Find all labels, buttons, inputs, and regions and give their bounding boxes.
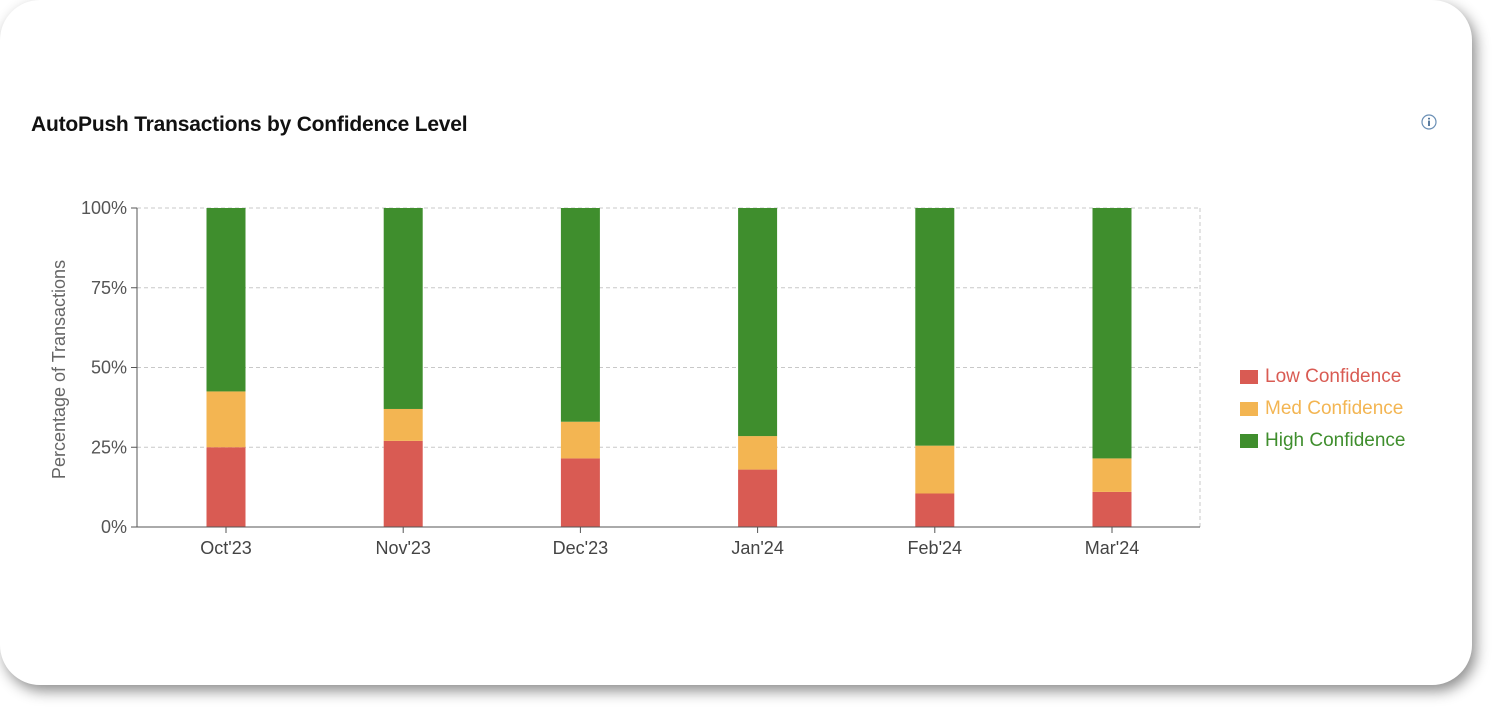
- bar-segment: [738, 436, 778, 470]
- bar-segment: [1092, 208, 1132, 459]
- bar-segment: [915, 208, 955, 446]
- bar-segment: [560, 458, 600, 527]
- bar-segment: [383, 208, 423, 409]
- legend-swatch: [1240, 402, 1258, 416]
- y-tick-label: 25%: [91, 437, 127, 457]
- bar-segment: [206, 391, 246, 448]
- bar-segment: [1092, 458, 1132, 492]
- legend-item[interactable]: Med Confidence: [1240, 393, 1405, 425]
- legend-swatch: [1240, 434, 1258, 448]
- y-tick-label: 100%: [81, 198, 127, 218]
- bar-segment: [1092, 491, 1132, 527]
- y-tick-label: 0%: [101, 517, 127, 537]
- bar-segment: [560, 208, 600, 422]
- bar-segment: [383, 408, 423, 441]
- legend-label: High Confidence: [1265, 430, 1406, 451]
- bar-segment: [738, 208, 778, 437]
- bar-segment: [915, 445, 955, 494]
- x-tick-label: Oct'23: [200, 538, 251, 558]
- bar-segment: [206, 447, 246, 527]
- bar-segment: [383, 440, 423, 527]
- bar-segment: [738, 469, 778, 527]
- legend-label: Med Confidence: [1265, 398, 1404, 419]
- chart-card: AutoPush Transactions by Confidence Leve…: [31, 113, 1437, 558]
- chart-legend: Low Confidence Med Confidence High Confide…: [1240, 361, 1405, 457]
- legend-label: Low Confidence: [1265, 366, 1402, 387]
- y-tick-label: 75%: [91, 278, 127, 298]
- legend-item[interactable]: Low Confidence: [1240, 361, 1405, 393]
- x-tick-label: Dec'23: [553, 538, 608, 558]
- bar-segment: [915, 493, 955, 527]
- y-tick-label: 50%: [91, 358, 127, 378]
- x-tick-label: Nov'23: [375, 538, 430, 558]
- y-axis-label: Percentage of Transactions: [49, 260, 69, 479]
- x-tick-label: Jan'24: [731, 538, 783, 558]
- x-tick-label: Feb'24: [908, 538, 962, 558]
- legend-item[interactable]: High Confidence: [1240, 425, 1405, 457]
- bar-segment: [206, 208, 246, 392]
- x-tick-label: Mar'24: [1085, 538, 1139, 558]
- info-icon[interactable]: [1421, 114, 1437, 130]
- stacked-bar-chart: 0% 25% 50% 75% 100% Oct'23 Nov'23 Dec'23 Jan'24 F…: [49, 198, 1201, 558]
- bar-segment: [560, 421, 600, 459]
- legend-swatch: [1240, 370, 1258, 384]
- chart-title: AutoPush Transactions by Confidence Leve…: [31, 113, 468, 136]
